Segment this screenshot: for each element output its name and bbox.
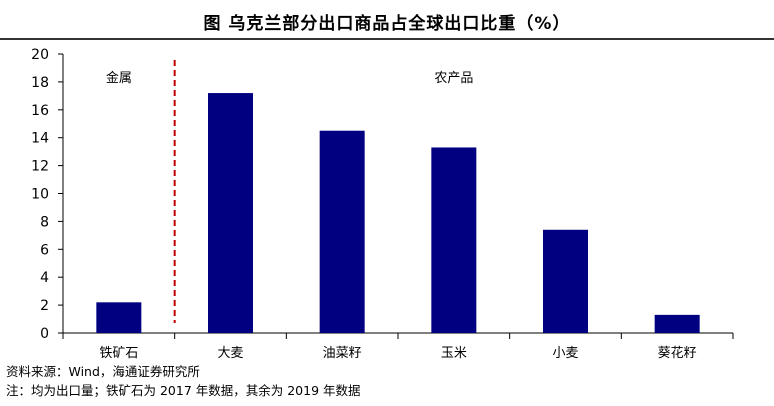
data-note: 注：均为出口量；铁矿石为 2017 年数据，其余为 2019 年数据	[6, 383, 361, 398]
y-tick-label: 8	[40, 214, 49, 230]
bar	[96, 302, 142, 333]
y-tick-label: 16	[31, 103, 49, 119]
bar	[208, 93, 253, 333]
bar-chart: 0 2 4 6 8 10 12 14 16 18 20 铁矿石 大麦 油菜籽 玉米 小麦 葵花籽 金属 农产品	[31, 47, 734, 361]
x-tick-label: 大麦	[217, 346, 243, 361]
footnotes: 资料来源：Wind，海通证券研究所 注：均为出口量；铁矿石为 2017 年数据，…	[6, 362, 361, 400]
chart-title: 图 乌克兰部分出口商品占全球出口比重（%）	[203, 14, 571, 34]
y-tick-label: 20	[31, 47, 49, 63]
y-tick-label: 10	[31, 187, 49, 203]
group-label-metal: 金属	[106, 70, 132, 86]
title-bar: 图 乌克兰部分出口商品占全球出口比重（%）	[0, 0, 774, 40]
group-label-agri: 农产品	[434, 71, 473, 86]
source-note: 资料来源：Wind，海通证券研究所	[6, 364, 200, 379]
y-tick-label: 14	[31, 131, 49, 147]
y-tick-label: 0	[40, 326, 49, 342]
y-tick-label: 6	[40, 242, 49, 258]
y-tick-label: 12	[31, 159, 49, 175]
bar	[654, 314, 700, 333]
y-tick-label: 2	[40, 298, 49, 314]
x-tick-label: 葵花籽	[658, 345, 697, 361]
bar	[543, 229, 588, 333]
y-tick-label: 18	[31, 75, 49, 91]
bar	[319, 130, 365, 333]
x-tick-label: 玉米	[441, 346, 467, 361]
x-tick-label: 油菜籽	[323, 346, 362, 361]
x-tick-label: 小麦	[552, 346, 578, 361]
bar	[431, 147, 477, 333]
x-tick-label: 铁矿石	[99, 346, 138, 361]
y-tick-label: 4	[40, 270, 49, 286]
